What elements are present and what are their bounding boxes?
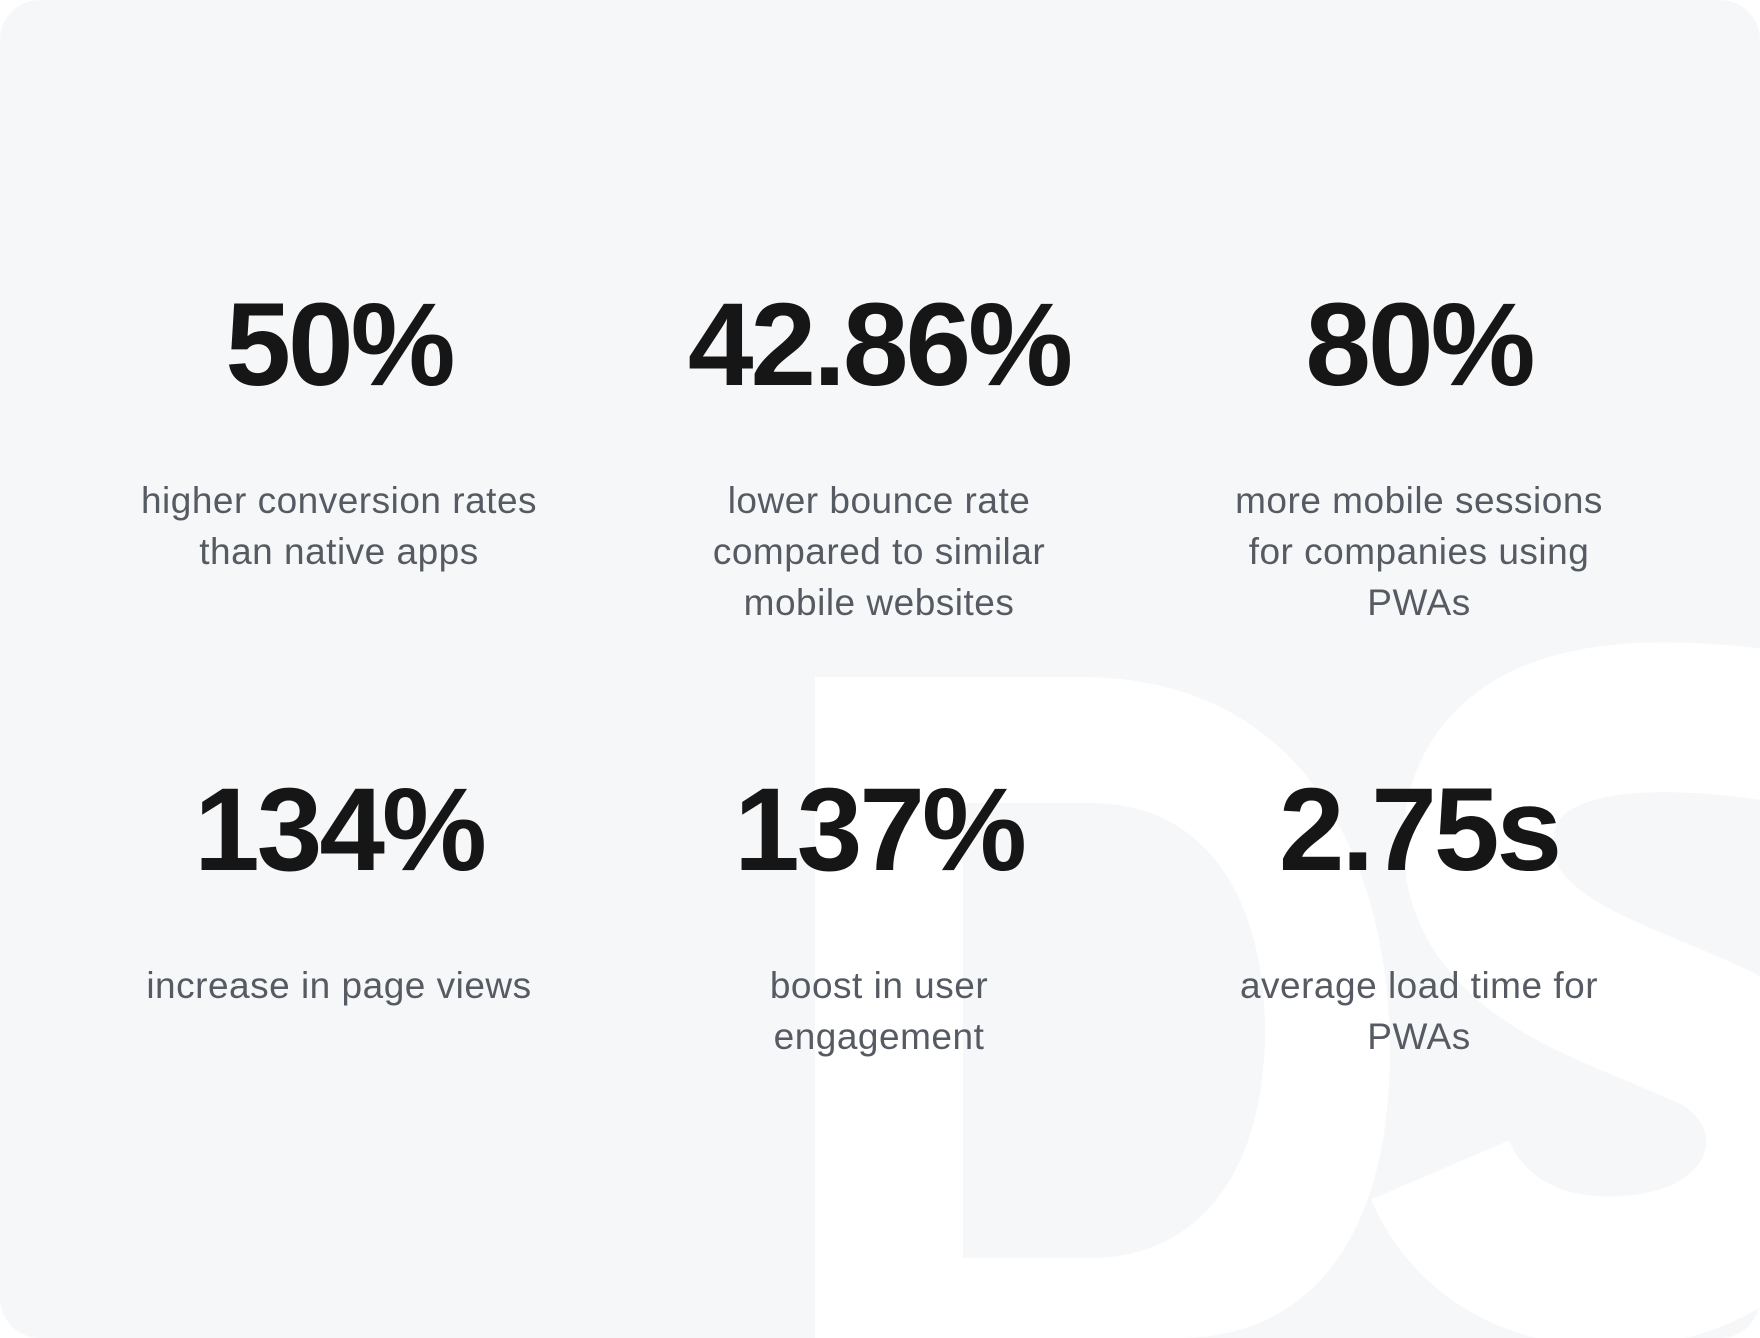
stat-value: 134%	[194, 764, 487, 896]
stat-value: 80%	[1305, 279, 1535, 411]
stat-value: 42.86%	[687, 279, 1073, 411]
stat-description: more mobile sessions for companies using…	[1235, 480, 1603, 623]
stat-description: increase in page views	[146, 965, 532, 1006]
stat-value: 137%	[734, 764, 1027, 896]
stat-description: higher conversion rates than native apps	[140, 480, 538, 572]
stat-value: 50%	[225, 279, 455, 411]
stat-item: 137% boost in user engagement	[649, 760, 1109, 1062]
stat-item: 42.86% lower bounce rate compared to simi…	[649, 275, 1109, 628]
stat-value: 2.75s	[1278, 764, 1562, 896]
stat-item: 50% higher conversion rates than native a…	[109, 275, 569, 577]
watermark-s	[1371, 642, 1760, 1338]
stat-item: 2.75s average load time for PWAs	[1189, 760, 1649, 1062]
stat-item: 80% more mobile sessions for companies us…	[1189, 275, 1649, 628]
watermark-d	[815, 677, 1390, 1338]
stat-item: 134% increase in page views	[109, 760, 569, 1011]
stat-description: lower bounce rate compared to similar mo…	[712, 480, 1046, 623]
stat-description: boost in user engagement	[769, 965, 989, 1057]
stat-description: average load time for PWAs	[1239, 965, 1599, 1057]
